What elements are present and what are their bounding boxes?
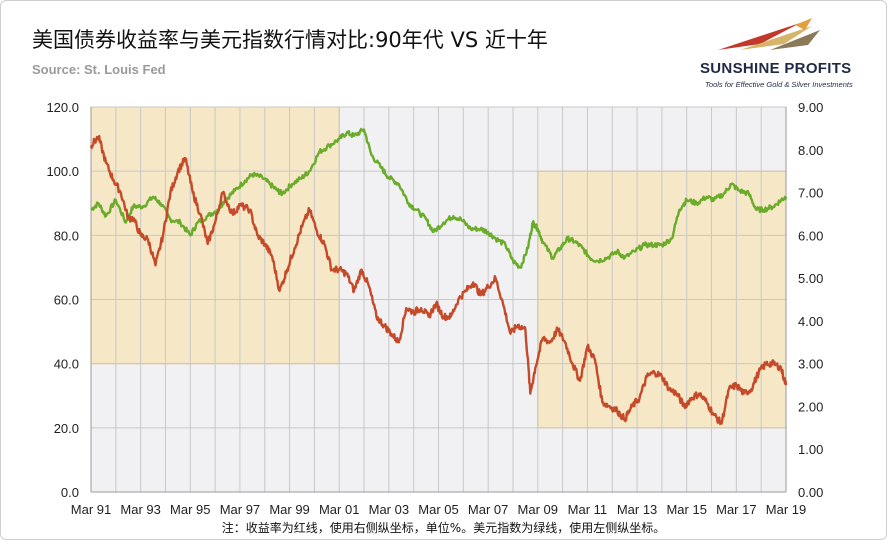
right-tick-label: 9.00 [798,100,823,115]
right-tick-label: 7.00 [798,186,823,201]
x-tick-label: Mar 13 [617,502,657,517]
x-tick-label: Mar 03 [369,502,409,517]
brand-tagline: Tools for Effective Gold & Silver Invest… [705,80,853,89]
left-tick-label: 40.0 [54,357,79,372]
right-tick-label: 0.00 [798,485,823,500]
chart-source: Source: St. Louis Fed [32,62,166,77]
x-tick-label: Mar 05 [418,502,458,517]
x-tick-label: Mar 91 [71,502,111,517]
right-tick-label: 1.00 [798,442,823,457]
x-tick-label: Mar 11 [568,502,608,517]
x-tick-label: Mar 17 [716,502,756,517]
x-tick-label: Mar 93 [120,502,160,517]
right-tick-label: 2.00 [798,399,823,414]
x-tick-label: Mar 19 [766,502,806,517]
sunshine-logo-icon [718,18,820,50]
x-tick-label: Mar 99 [269,502,309,517]
right-tick-label: 4.00 [798,314,823,329]
x-tick-label: Mar 07 [468,502,508,517]
brand-name: SUNSHINE PROFITS [700,60,852,77]
chart-title: 美国债券收益率与美元指数行情对比:90年代 VS 近十年 [32,28,548,52]
x-tick-label: Mar 97 [220,502,260,517]
green-series-line [90,127,788,269]
chart-note: 注：收益率为红线，使用右侧纵坐标，单位%。美元指数为绿线，使用左侧纵坐标。 [221,521,666,535]
left-tick-label: 60.0 [54,293,79,308]
x-tick-label: Mar 01 [319,502,359,517]
x-tick-label: Mar 09 [518,502,558,517]
left-tick-label: 120.0 [46,100,79,115]
x-tick-label: Mar 15 [666,502,706,517]
right-tick-label: 8.00 [798,143,823,158]
left-tick-label: 0.0 [61,485,79,500]
x-tick-label: Mar 95 [170,502,210,517]
right-tick-label: 3.00 [798,357,823,372]
left-tick-label: 100.0 [46,164,79,179]
right-tick-label: 5.00 [798,271,823,286]
left-tick-label: 20.0 [54,421,79,436]
left-tick-label: 80.0 [54,228,79,243]
right-tick-label: 6.00 [798,228,823,243]
red-series-line [89,135,788,425]
